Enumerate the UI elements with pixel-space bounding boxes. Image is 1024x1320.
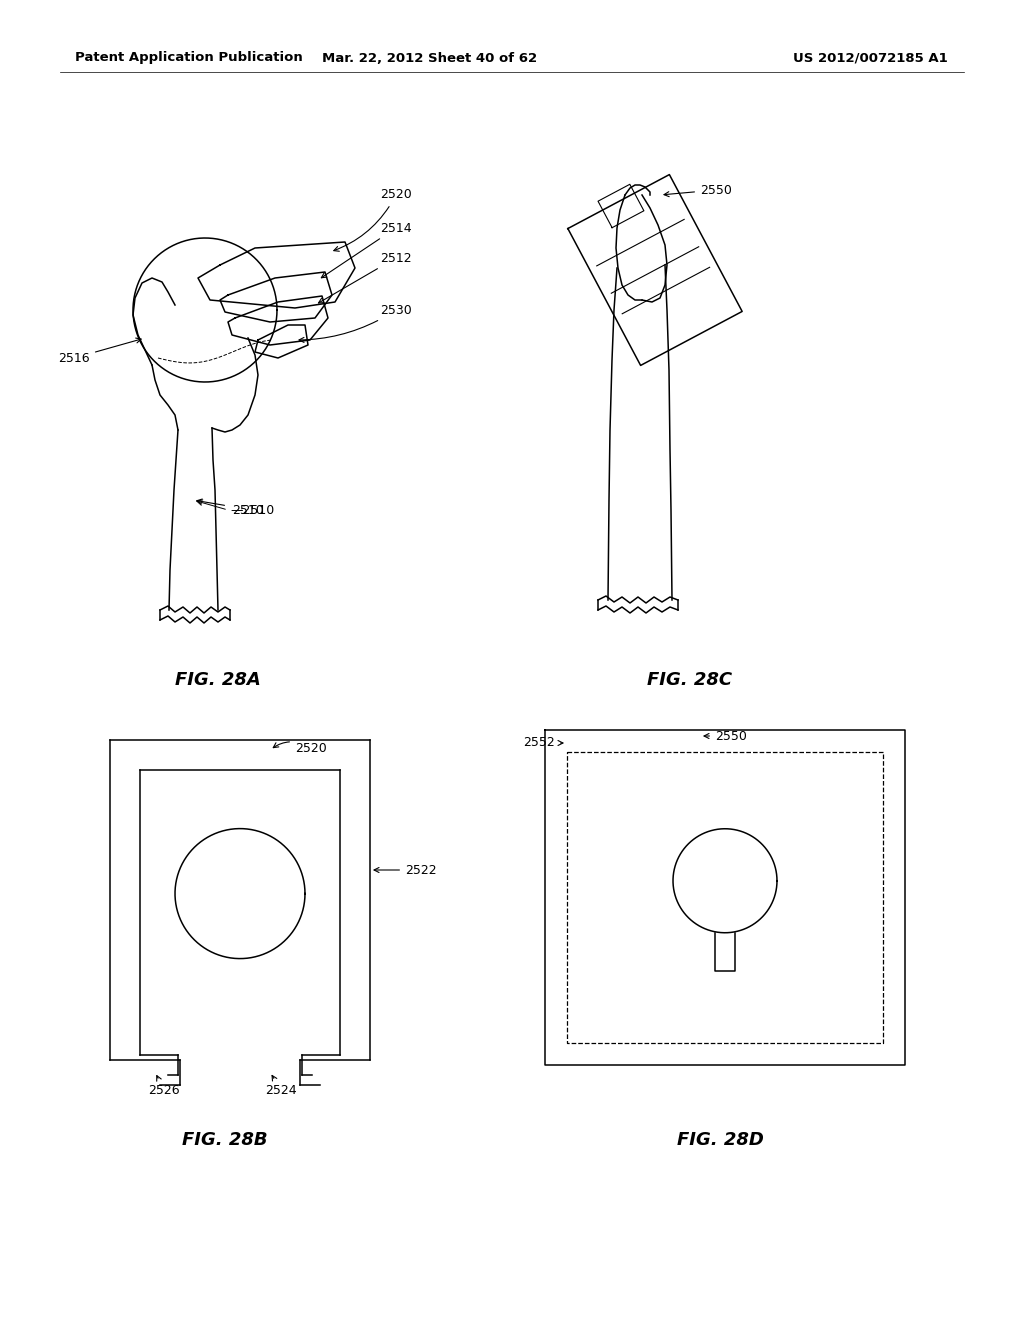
Text: 2520: 2520 xyxy=(273,742,327,755)
Text: 2512: 2512 xyxy=(318,252,412,304)
Text: FIG. 28A: FIG. 28A xyxy=(175,671,261,689)
Text: 2520: 2520 xyxy=(334,189,412,251)
Text: 2510: 2510 xyxy=(232,503,264,516)
Text: 2514: 2514 xyxy=(322,222,412,277)
Text: FIG. 28D: FIG. 28D xyxy=(677,1131,764,1148)
Text: Patent Application Publication: Patent Application Publication xyxy=(75,51,303,65)
Text: FIG. 28B: FIG. 28B xyxy=(182,1131,268,1148)
Text: FIG. 28C: FIG. 28C xyxy=(647,671,732,689)
Text: 2516: 2516 xyxy=(58,338,141,364)
Text: 2526: 2526 xyxy=(148,1076,179,1097)
Text: 2550: 2550 xyxy=(705,730,746,742)
Text: 2552: 2552 xyxy=(523,737,563,750)
Text: 2524: 2524 xyxy=(265,1076,297,1097)
Text: 2530: 2530 xyxy=(299,304,412,342)
Text: 2522: 2522 xyxy=(374,863,436,876)
Text: 2550: 2550 xyxy=(664,183,732,197)
Text: US 2012/0072185 A1: US 2012/0072185 A1 xyxy=(793,51,947,65)
Text: Mar. 22, 2012 Sheet 40 of 62: Mar. 22, 2012 Sheet 40 of 62 xyxy=(323,51,538,65)
Text: —2510: —2510 xyxy=(197,499,274,516)
